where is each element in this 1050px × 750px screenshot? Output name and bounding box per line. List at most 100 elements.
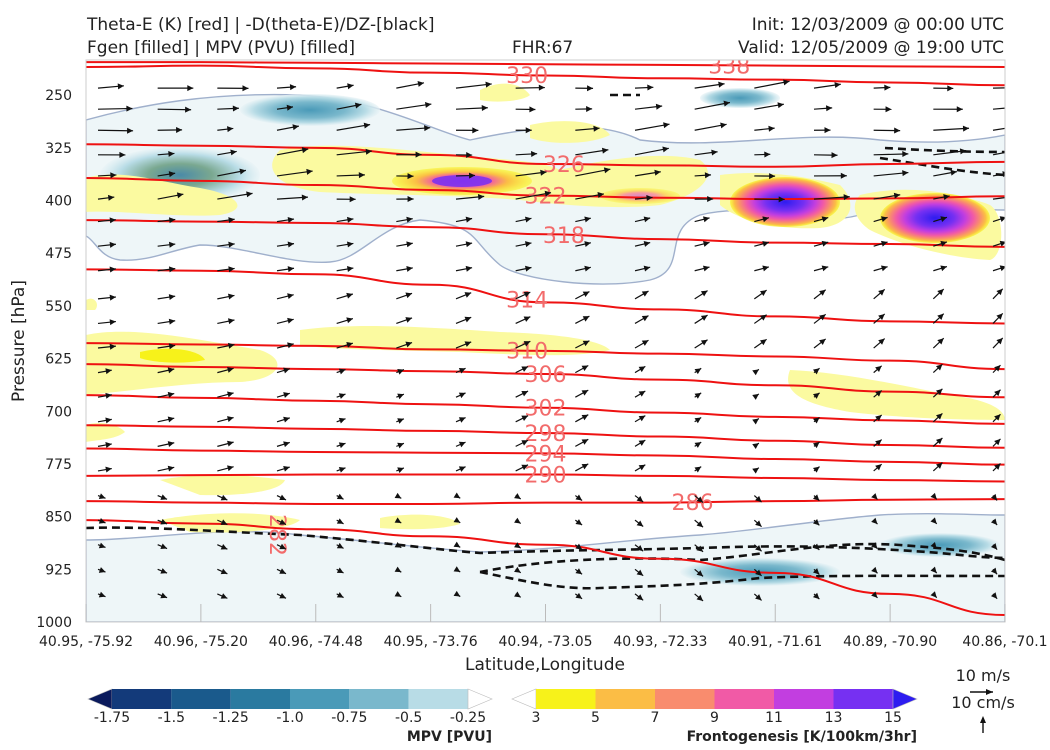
wind-vector-head: [220, 593, 228, 599]
wind-vector-head: [464, 292, 472, 298]
wind-vector-head: [1007, 194, 1013, 200]
wind-vector-head: [875, 415, 882, 422]
wind-vectors: [97, 79, 1023, 602]
wind-vector-head: [397, 467, 404, 473]
y-tick-label: 1000: [36, 615, 72, 631]
theta-e-label: 326: [543, 153, 585, 178]
colorbar-segment: [714, 689, 774, 709]
wind-vector-head: [959, 148, 967, 155]
wind-vector-head: [700, 290, 708, 297]
wind-vector-head: [994, 389, 1001, 397]
wind-vector-head: [812, 442, 820, 449]
wind-vector-head: [283, 367, 290, 374]
wind-vector-head: [819, 338, 826, 345]
theta-e-label: 330: [506, 64, 548, 89]
wind-vector-head: [465, 216, 473, 223]
title-left-line-2: Fgen [filled] | MPV (PVU) [filled]: [87, 38, 355, 58]
wind-vector-head: [764, 151, 771, 158]
wind-vector-head: [227, 440, 234, 447]
vector-key-vertical-arrowhead: [980, 716, 986, 723]
wind-vector-head: [168, 318, 176, 325]
wind-vector-head: [636, 495, 644, 502]
theta-e-contour: [86, 363, 1005, 399]
wind-vector-head: [843, 194, 850, 201]
wind-vector-head: [597, 192, 604, 198]
wind-vector-head: [777, 102, 784, 109]
wind-vector-head: [346, 317, 353, 324]
wind-vector-head: [638, 464, 646, 471]
wind-vector-head: [812, 417, 820, 424]
colorbar-tick-label: 11: [765, 710, 783, 726]
wind-vector-head: [935, 462, 943, 469]
wind-vector-head: [694, 392, 702, 399]
wind-vector-head: [338, 417, 346, 424]
wind-vector-head: [723, 100, 730, 107]
wind-vector-head: [514, 542, 521, 549]
wind-vector-head: [755, 520, 762, 527]
wind-vector-head: [354, 102, 362, 109]
wind-vector-head: [346, 266, 354, 272]
wind-vector-head: [783, 79, 790, 86]
wind-vector-head: [762, 216, 769, 223]
wind-vector-head: [338, 467, 346, 473]
vector-key-vertical-label: 10 cm/s: [951, 693, 1015, 712]
colorbar-segment: [774, 689, 834, 709]
wind-vector-head: [812, 568, 820, 575]
theta-e-label: 322: [525, 185, 567, 210]
colorbar-segment: [536, 689, 596, 709]
wind-vector-head: [453, 590, 461, 597]
wind-vector-head: [468, 172, 476, 179]
wind-vector-head: [394, 492, 402, 499]
wind-vector-head: [98, 518, 106, 524]
wind-vector-head: [227, 416, 234, 422]
wind-vector-head: [363, 122, 371, 129]
wind-vector-head: [752, 443, 759, 450]
wind-vector-head: [472, 127, 479, 134]
wind-vector-head: [575, 543, 583, 550]
wind-vector-head: [407, 196, 414, 203]
wind-vector-head: [286, 104, 294, 111]
wind-vector-head: [105, 368, 112, 375]
wind-vector-head: [696, 545, 704, 552]
wind-vector-head: [336, 592, 344, 598]
wind-vector-head: [336, 542, 344, 549]
colorbar-tick-label: 7: [651, 710, 660, 726]
wind-vector-head: [702, 216, 710, 223]
wind-vector-head: [453, 492, 461, 499]
wind-vector-head: [524, 241, 532, 248]
y-tick-label: 850: [45, 510, 72, 526]
wind-vector-head: [336, 493, 344, 500]
wind-vector-head: [242, 85, 249, 92]
wind-vector-head: [696, 521, 704, 528]
wind-vector-head: [406, 241, 413, 248]
wind-vector-head: [1017, 123, 1023, 129]
wind-vector-head: [365, 148, 372, 155]
y-tick-label: 250: [45, 88, 72, 104]
wind-vector-head: [292, 124, 299, 131]
wind-vector-head: [176, 192, 184, 199]
wind-vector-head: [720, 122, 727, 129]
wind-vector-head: [287, 342, 294, 349]
wind-vector-head: [168, 217, 176, 224]
wind-vector-head: [812, 466, 820, 473]
wind-vector-head: [994, 438, 1001, 446]
wind-vector-head: [514, 493, 521, 499]
wind-vector-head: [279, 494, 287, 501]
wind-vector-head: [110, 172, 117, 179]
wind-vector-head: [458, 368, 466, 374]
wind-vector-head: [289, 84, 297, 91]
wind-vector-head: [581, 463, 589, 470]
wind-vector-head: [937, 313, 944, 320]
wind-vector-head: [160, 543, 168, 550]
wind-vector-head: [582, 340, 590, 347]
x-axis-label: Latitude,Longitude: [465, 655, 625, 675]
wind-vector-head: [994, 365, 1001, 372]
wind-vector-head: [338, 442, 346, 449]
wind-vector-head: [287, 241, 295, 248]
wind-vector-head: [464, 316, 472, 323]
wind-vector-head: [246, 191, 253, 198]
theta-e-label: 294: [525, 442, 567, 467]
wind-vector-head: [937, 289, 944, 296]
wind-vector-head: [663, 122, 670, 129]
wind-vector-head: [956, 106, 963, 113]
